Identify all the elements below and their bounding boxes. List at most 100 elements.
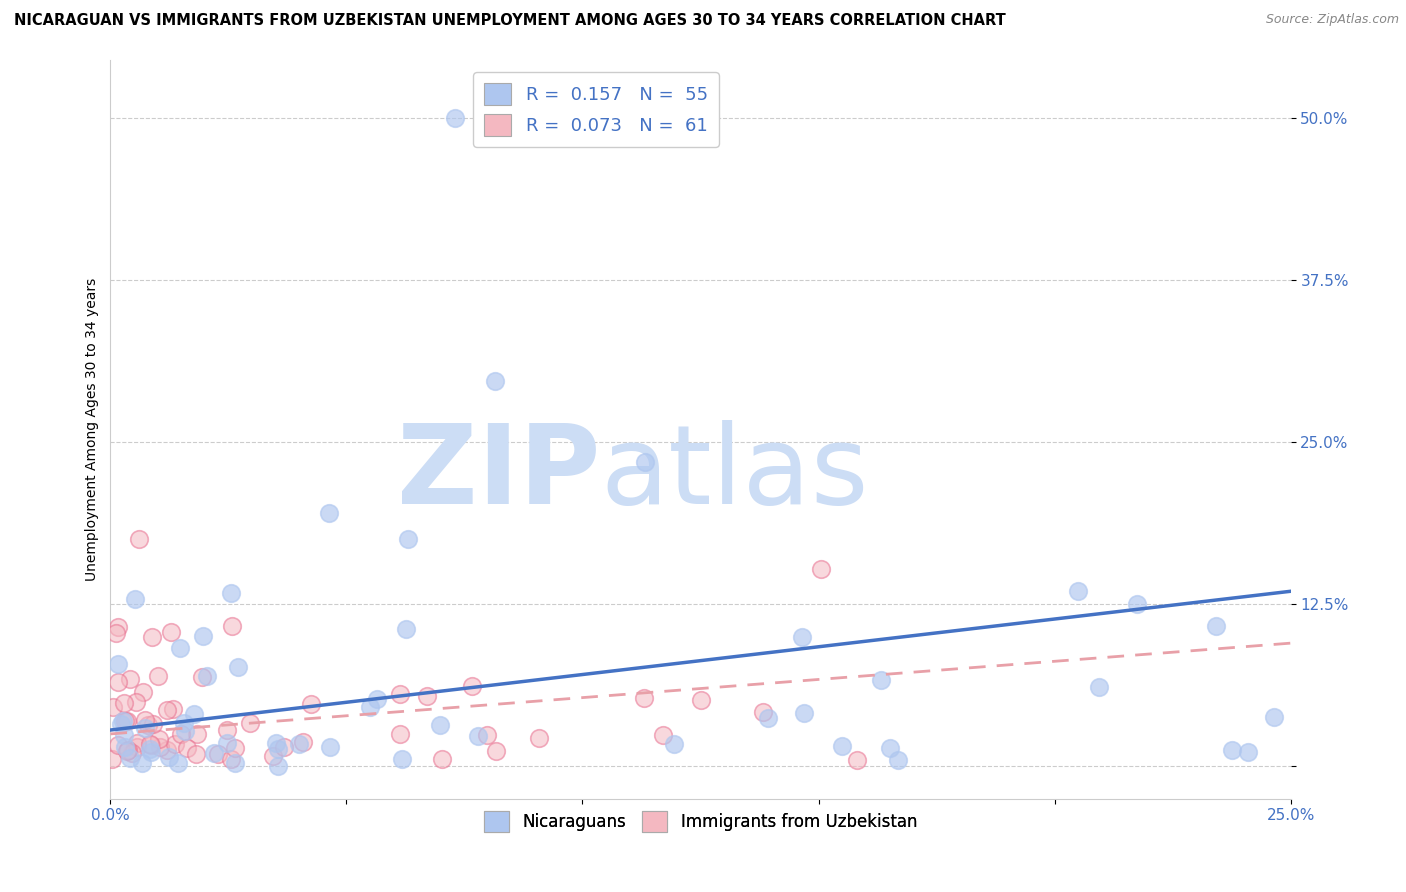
Text: NICARAGUAN VS IMMIGRANTS FROM UZBEKISTAN UNEMPLOYMENT AMONG AGES 30 TO 34 YEARS : NICARAGUAN VS IMMIGRANTS FROM UZBEKISTAN… [14,13,1005,29]
Point [202,746,225,760]
Point [292,735,315,749]
Point [633,454,655,468]
Point [156,703,179,717]
Point [163,737,186,751]
Point [273,740,295,755]
Point [318,507,340,521]
Point [142,716,165,731]
Point [831,739,853,754]
Point [299,697,322,711]
Point [141,738,163,752]
Point [288,737,311,751]
Point [1067,584,1090,599]
Point [461,679,484,693]
Point [366,692,388,706]
Point [104,626,127,640]
Point [125,695,148,709]
Point [221,619,243,633]
Point [134,713,156,727]
Point [432,752,454,766]
Y-axis label: Unemployment Among Ages 30 to 34 years: Unemployment Among Ages 30 to 34 years [86,277,100,581]
Point [132,685,155,699]
Point [870,673,893,688]
Point [174,724,197,739]
Point [879,740,901,755]
Point [319,740,342,755]
Point [149,739,172,754]
Point [183,707,205,722]
Point [169,641,191,656]
Point [103,699,125,714]
Point [131,756,153,771]
Point [224,756,246,770]
Point [170,727,193,741]
Point [219,752,242,766]
Point [1126,597,1149,611]
Point [117,743,139,757]
Point [107,657,129,672]
Point [475,728,498,742]
Point [810,562,832,576]
Point [689,693,711,707]
Point [117,714,139,729]
Point [207,747,229,761]
Point [633,691,655,706]
Point [790,630,813,644]
Point [652,728,675,742]
Point [121,746,143,760]
Point [219,585,242,599]
Point [138,741,160,756]
Point [195,669,218,683]
Point [107,738,129,752]
Point [267,742,290,756]
Point [186,727,208,741]
Point [191,670,214,684]
Point [262,748,284,763]
Point [159,625,181,640]
Point [217,736,239,750]
Point [127,736,149,750]
Text: Source: ZipAtlas.com: Source: ZipAtlas.com [1265,13,1399,27]
Text: atlas: atlas [600,420,869,527]
Point [395,623,418,637]
Point [391,752,413,766]
Point [846,753,869,767]
Point [127,739,149,754]
Point [184,747,207,762]
Point [110,717,132,731]
Point [115,744,138,758]
Point [138,718,160,732]
Point [191,629,214,643]
Point [112,696,135,710]
Point [118,673,141,687]
Point [124,591,146,606]
Point [157,750,180,764]
Point [224,741,246,756]
Point [101,752,124,766]
Point [429,718,451,732]
Point [484,375,506,389]
Point [134,721,156,735]
Point [359,700,381,714]
Point [416,690,439,704]
Point [444,111,467,125]
Point [176,741,198,756]
Point [156,743,179,757]
Point [167,756,190,771]
Point [226,660,249,674]
Point [1263,709,1285,723]
Point [173,715,195,730]
Point [793,706,815,720]
Point [264,736,287,750]
Point [1237,745,1260,759]
Point [107,620,129,634]
Point [756,711,779,725]
Point [267,758,290,772]
Point [114,740,136,755]
Point [141,745,163,759]
Point [128,533,150,547]
Point [217,723,239,737]
Point [139,737,162,751]
Point [111,714,134,728]
Point [146,669,169,683]
